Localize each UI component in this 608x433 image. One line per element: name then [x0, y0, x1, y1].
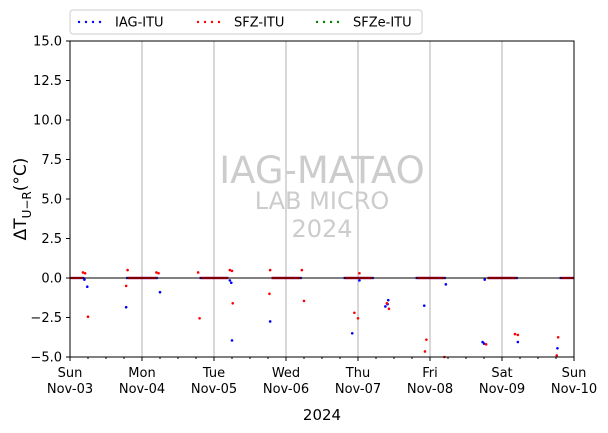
data-point: [384, 305, 387, 308]
x-tick-weekday-1: Mon: [128, 366, 155, 381]
data-point: [356, 316, 360, 320]
data-point: [198, 316, 201, 320]
x-tick-date-1: Nov-04: [119, 382, 165, 397]
legend-marker: [98, 20, 102, 24]
data-point: [556, 347, 559, 350]
data-point: [83, 271, 87, 275]
x-tick-date-0: Nov-03: [47, 382, 93, 397]
data-point: [482, 342, 486, 345]
y-axis: −5.0 −2.5 0.0 2.5 5.0 7.5 10.0 12.5 15.0: [30, 35, 70, 366]
data-point: [124, 284, 128, 288]
data-point: [516, 340, 520, 344]
y-tick-label-8: 15.0: [33, 35, 62, 50]
y-tick-label-4: 5.0: [41, 193, 62, 208]
data-point: [513, 332, 517, 336]
legend-marker: [84, 20, 88, 24]
data-point: [385, 301, 389, 305]
x-tick-weekday-0: Sun: [58, 366, 83, 381]
x-axis: SunNov-03MonNov-04TueNov-05WedNov-06ThuN…: [47, 357, 597, 397]
data-point: [230, 269, 234, 273]
x-tick-weekday-6: Sat: [491, 366, 512, 381]
data-point: [126, 268, 129, 272]
y-tick-label-5: 7.5: [41, 153, 62, 168]
data-point: [516, 333, 520, 337]
data-point: [386, 298, 390, 302]
y-tick-label-7: 12.5: [33, 74, 62, 89]
y-tick-label-6: 10.0: [33, 114, 62, 129]
data-point: [81, 271, 85, 274]
watermark-line2: LAB MICRO: [255, 187, 390, 215]
watermark: IAG-MATAO LAB MICRO 2024: [219, 149, 424, 243]
data-point: [358, 271, 361, 275]
data-point: [86, 315, 90, 319]
data-point: [196, 271, 200, 274]
y-tick-label-2: 0.0: [41, 272, 62, 287]
x-tick-weekday-7: Sun: [562, 366, 587, 381]
legend-marker: [322, 20, 326, 24]
legend-marker: [336, 20, 340, 24]
data-point: [268, 320, 272, 323]
data-point: [228, 268, 232, 272]
legend-marker: [210, 20, 214, 24]
legend-label-1: SFZ-ITU: [234, 16, 284, 31]
data-point: [425, 338, 428, 341]
data-point: [230, 339, 234, 342]
x-axis-label: 2024: [303, 406, 341, 424]
x-tick-date-2: Nov-05: [191, 382, 237, 397]
data-point: [155, 271, 158, 274]
y-tick-label-0: −5.0: [30, 351, 62, 366]
y-tick-label-3: 2.5: [41, 232, 62, 247]
x-tick-date-3: Nov-06: [263, 382, 309, 397]
y-tick-label-1: −2.5: [30, 311, 62, 326]
legend-marker: [196, 20, 200, 24]
data-point: [85, 285, 89, 288]
data-point: [229, 281, 233, 285]
data-point: [353, 311, 356, 315]
grid: [141, 41, 503, 357]
legend-marker: [203, 20, 207, 24]
data-point: [302, 299, 306, 303]
x-tick-date-6: Nov-09: [479, 382, 525, 397]
legend-label-2: SFZe-ITU: [353, 16, 412, 31]
x-tick-weekday-3: Wed: [272, 366, 300, 381]
legend-marker: [217, 20, 221, 24]
data-point: [422, 304, 426, 307]
data-point: [228, 279, 232, 282]
x-tick-date-7: Nov-10: [551, 382, 597, 397]
data-point: [300, 268, 304, 272]
data-point: [268, 292, 271, 296]
legend-marker: [77, 20, 81, 24]
legend-marker: [315, 20, 319, 24]
x-tick-weekday-5: Fri: [422, 366, 438, 381]
data-point: [83, 278, 86, 281]
data-point: [158, 290, 162, 294]
data-point: [124, 305, 128, 309]
data-point: [157, 271, 160, 275]
data-point: [387, 307, 391, 311]
data-point: [358, 279, 361, 282]
legend: IAG-ITU SFZ-ITU SFZe-ITU: [69, 9, 423, 35]
legend-label-0: IAG-ITU: [115, 16, 164, 31]
y-axis-label: ΔTU−R(°C): [11, 158, 34, 241]
data-point: [231, 301, 235, 305]
data-point: [350, 332, 354, 335]
x-tick-date-5: Nov-08: [407, 382, 453, 397]
x-tick-weekday-4: Thu: [345, 366, 370, 381]
data-point: [423, 350, 427, 353]
legend-marker: [329, 20, 333, 24]
data-point: [444, 283, 448, 286]
x-tick-weekday-2: Tue: [202, 366, 225, 381]
watermark-line3: 2024: [291, 215, 352, 243]
legend-box: [69, 9, 423, 35]
data-point: [483, 278, 487, 281]
data-point: [484, 343, 488, 346]
data-point: [556, 335, 560, 339]
data-point: [555, 354, 559, 357]
x-tick-date-4: Nov-07: [335, 382, 381, 397]
watermark-line1: IAG-MATAO: [219, 149, 424, 192]
legend-marker: [91, 20, 95, 24]
data-point: [268, 268, 272, 272]
